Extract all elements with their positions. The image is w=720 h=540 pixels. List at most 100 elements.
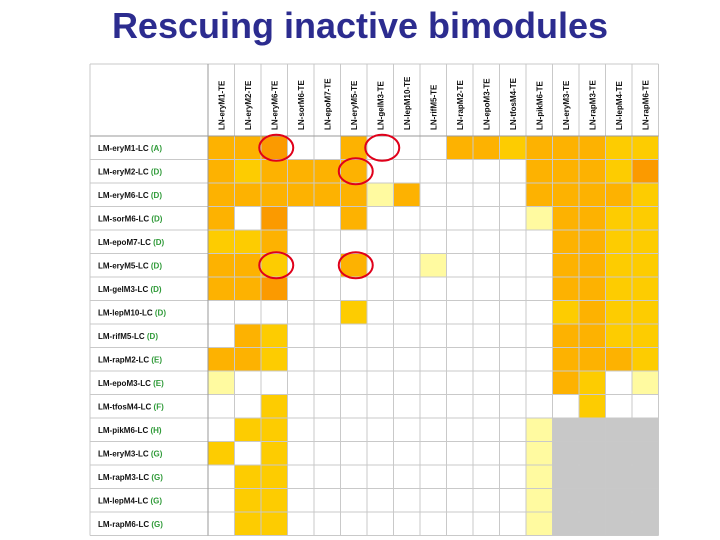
matrix-cell [420, 136, 447, 160]
matrix-cell [314, 183, 341, 207]
matrix-cell [261, 488, 288, 512]
matrix-cell [446, 324, 473, 348]
matrix-cell [393, 206, 420, 230]
matrix-cell [340, 512, 367, 536]
matrix-cell [340, 206, 367, 230]
matrix-cell [367, 324, 394, 348]
matrix-cell [208, 159, 235, 183]
matrix-cell [552, 206, 579, 230]
matrix-cell [367, 230, 394, 254]
matrix-cell [367, 488, 394, 512]
matrix-cell [446, 159, 473, 183]
matrix-cell [499, 347, 526, 371]
matrix-cell [340, 277, 367, 301]
matrix-cell [499, 136, 526, 160]
matrix-cell [287, 300, 314, 324]
matrix-cell [340, 324, 367, 348]
matrix-cell [261, 300, 288, 324]
matrix-cell [605, 441, 632, 465]
column-label: LN-eryM2-TE [244, 80, 253, 130]
matrix-cell [314, 465, 341, 489]
matrix-cell [579, 465, 606, 489]
highlight-circle [337, 157, 374, 186]
matrix-cell [234, 230, 261, 254]
column-label: LN-pikM6-TE [535, 80, 544, 130]
matrix-cell [579, 347, 606, 371]
matrix-cell [579, 371, 606, 395]
matrix-cell [526, 512, 553, 536]
column-label: LN-rifM5-TE [429, 84, 438, 130]
matrix-cell [632, 371, 659, 395]
matrix-cell [526, 347, 553, 371]
matrix-cell [234, 183, 261, 207]
matrix-cell [526, 394, 553, 418]
row-label: LM-eryM5-LC (D) [98, 261, 162, 270]
matrix-cell [208, 324, 235, 348]
matrix-cell [499, 418, 526, 442]
matrix-cell [552, 324, 579, 348]
matrix-cell [605, 488, 632, 512]
matrix-cell [287, 253, 314, 277]
matrix-cell [234, 300, 261, 324]
matrix-cell [552, 253, 579, 277]
matrix-cell [393, 512, 420, 536]
matrix-cell [393, 488, 420, 512]
matrix-cell [208, 230, 235, 254]
matrix-cell [367, 136, 394, 160]
matrix-cell [552, 394, 579, 418]
matrix-cell [393, 324, 420, 348]
matrix-cell [526, 324, 553, 348]
matrix-cell [340, 441, 367, 465]
matrix-cell [393, 465, 420, 489]
column-label: LN-eryM3-TE [562, 80, 571, 130]
matrix-cell [287, 512, 314, 536]
matrix-cell [234, 488, 261, 512]
matrix-cell [261, 394, 288, 418]
matrix-cell [261, 465, 288, 489]
row-label: LM-tfosM4-LC (F) [98, 402, 164, 411]
row-label-code: (H) [150, 426, 161, 435]
row-label-name: LM-eryM5-LC [98, 261, 151, 270]
matrix-cell [314, 159, 341, 183]
matrix-cell [234, 277, 261, 301]
matrix-cell [605, 512, 632, 536]
matrix-cell [287, 418, 314, 442]
matrix-cell [261, 347, 288, 371]
column-label: LN-lepM4-TE [615, 80, 624, 130]
matrix-cell [393, 159, 420, 183]
matrix-cell [261, 230, 288, 254]
matrix-cell [499, 441, 526, 465]
row-label-name: LM-lepM10-LC [98, 308, 155, 317]
matrix-cell [446, 277, 473, 301]
row-label-name: LM-epoM7-LC [98, 238, 153, 247]
matrix-cell [632, 300, 659, 324]
matrix-cell [632, 183, 659, 207]
matrix-cell [632, 488, 659, 512]
column-label: LN-eryM1-TE [217, 80, 226, 130]
matrix-cell [234, 136, 261, 160]
matrix-cell [552, 512, 579, 536]
matrix-cell [208, 277, 235, 301]
row-label-code: (E) [153, 379, 164, 388]
matrix-cell [340, 300, 367, 324]
matrix-cell [314, 418, 341, 442]
matrix-cell [499, 230, 526, 254]
column-label: LN-rapM3-TE [588, 80, 597, 130]
matrix-cell [393, 418, 420, 442]
matrix-cell [367, 206, 394, 230]
matrix-cell [367, 512, 394, 536]
matrix-cell [367, 418, 394, 442]
row-label-code: (D) [147, 332, 158, 341]
matrix-cell [446, 394, 473, 418]
matrix-cell [446, 300, 473, 324]
matrix-cell [605, 136, 632, 160]
matrix-cell [261, 371, 288, 395]
matrix-cell [261, 159, 288, 183]
matrix-cell [579, 418, 606, 442]
row-label-code: (D) [151, 191, 162, 200]
matrix-cell [526, 253, 553, 277]
matrix-cell [552, 347, 579, 371]
matrix-cell [234, 253, 261, 277]
column-label: LN-gelM3-TE [376, 80, 385, 130]
matrix-cell [314, 136, 341, 160]
